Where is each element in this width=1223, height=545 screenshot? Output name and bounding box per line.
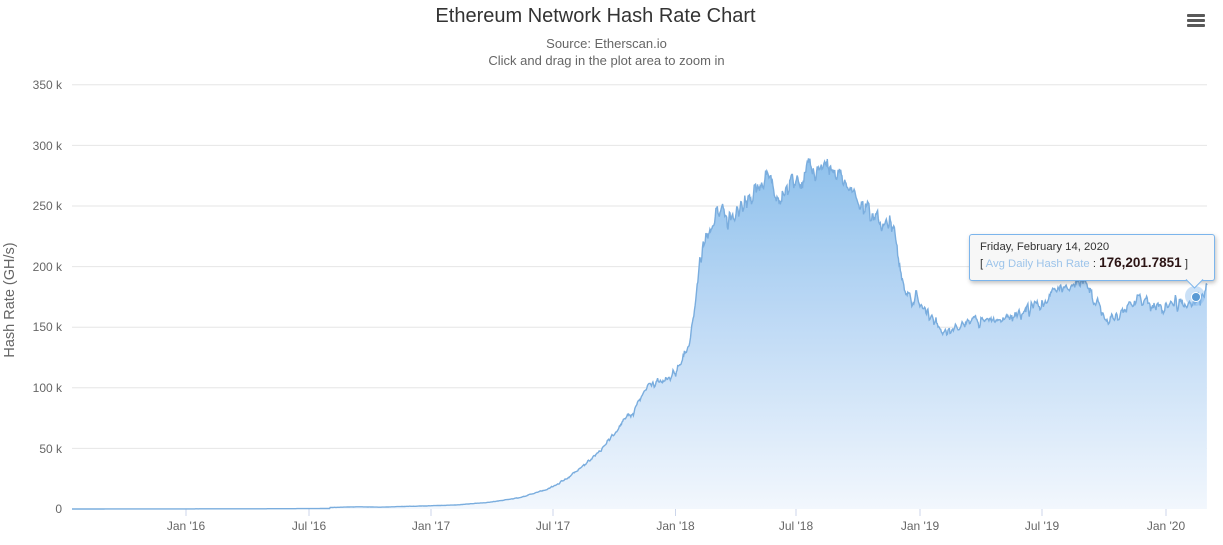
svg-text:100 k: 100 k [33,381,63,395]
svg-text:50 k: 50 k [39,442,63,456]
svg-text:Jan '16: Jan '16 [167,519,206,533]
svg-text:350 k: 350 k [33,78,63,92]
svg-text:Jan '18: Jan '18 [656,519,695,533]
svg-text:300 k: 300 k [33,139,63,153]
svg-text:Jul '17: Jul '17 [536,519,571,533]
svg-text:Jul '19: Jul '19 [1025,519,1060,533]
svg-text:Jan '17: Jan '17 [412,519,451,533]
svg-text:Jan '19: Jan '19 [901,519,940,533]
svg-text:Hash Rate (GH/s): Hash Rate (GH/s) [2,242,18,357]
svg-text:150 k: 150 k [33,320,63,334]
svg-text:0: 0 [55,502,62,516]
svg-text:Jan '20: Jan '20 [1147,519,1186,533]
svg-text:200 k: 200 k [33,260,63,274]
svg-text:Jul '18: Jul '18 [779,519,814,533]
svg-text:Jul '16: Jul '16 [292,519,327,533]
svg-text:250 k: 250 k [33,199,63,213]
